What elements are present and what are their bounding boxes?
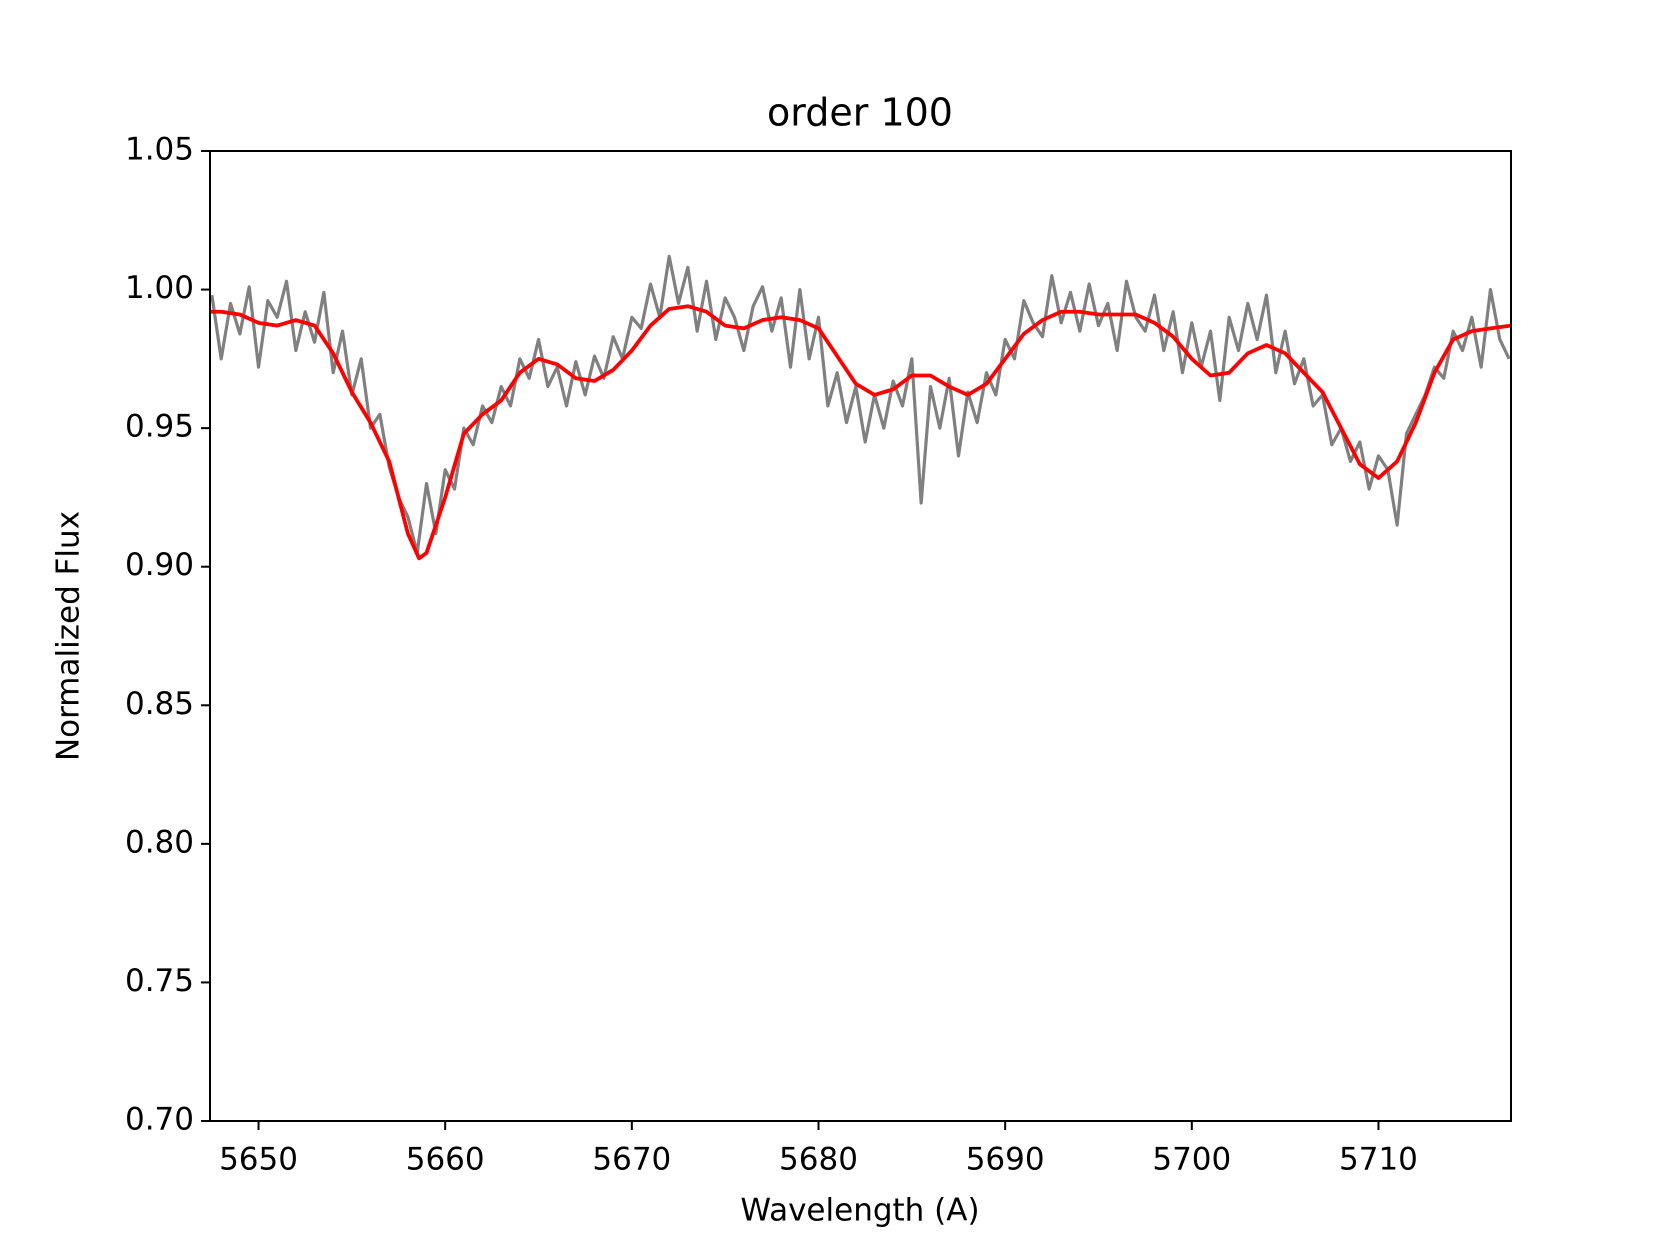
- x-tick-label: 5650: [219, 1142, 298, 1178]
- y-tick-label: 1.05: [125, 132, 194, 168]
- y-axis-label: Normalized Flux: [51, 511, 87, 761]
- axes-frame: [209, 150, 1512, 1122]
- y-tick-label: 0.90: [125, 547, 194, 583]
- x-tick-label: 5680: [779, 1142, 858, 1178]
- y-tick-label: 0.95: [125, 409, 194, 445]
- y-tick-label: 0.75: [125, 963, 194, 999]
- x-axis-label: Wavelength (A): [740, 1193, 979, 1229]
- plot-area: [210, 254, 1511, 561]
- x-tick-label: 5690: [966, 1142, 1045, 1178]
- x-tick-label: 5710: [1339, 1142, 1418, 1178]
- y-tick-label: 0.85: [125, 686, 194, 722]
- spectrum-line: [210, 254, 1511, 555]
- x-tick-label: 5670: [592, 1142, 671, 1178]
- y-tick-label: 0.80: [125, 824, 194, 860]
- y-tick-label: 0.70: [125, 1102, 194, 1138]
- spectrum-line: [210, 304, 1511, 561]
- y-tick-label: 1.00: [125, 270, 194, 306]
- x-tick-label: 5660: [406, 1142, 485, 1178]
- x-tick-label: 5700: [1152, 1142, 1231, 1178]
- chart-title: order 100: [767, 91, 953, 135]
